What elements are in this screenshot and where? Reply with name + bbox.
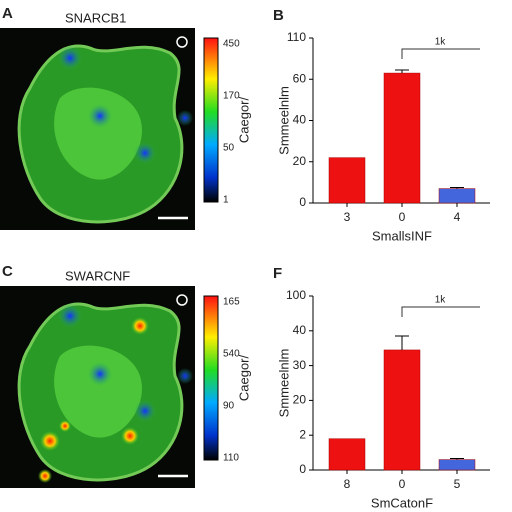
y-tick-label: 40 bbox=[293, 113, 307, 127]
ring bbox=[176, 294, 188, 306]
bar bbox=[328, 438, 366, 471]
significance-label: 1k bbox=[435, 37, 447, 48]
blue-spot bbox=[134, 142, 156, 164]
image-title: SNARCB1 bbox=[65, 10, 126, 25]
cell-inner bbox=[54, 87, 142, 180]
y-tick-label: 20 bbox=[293, 393, 307, 407]
colorbar-label: 50 bbox=[223, 143, 235, 154]
panel-letter: F bbox=[273, 265, 282, 282]
x-tick-label: 3 bbox=[344, 210, 351, 224]
hot-spot bbox=[40, 431, 60, 451]
image-title: SWARCNF bbox=[65, 268, 130, 283]
colorbar-title: Caegor/ bbox=[236, 354, 251, 401]
colorbar bbox=[203, 37, 219, 203]
bar bbox=[383, 349, 421, 471]
blue-spot bbox=[88, 104, 112, 128]
x-tick-label: 8 bbox=[344, 477, 351, 491]
error-bar bbox=[450, 187, 464, 189]
y-axis-label: Smmeelnlm bbox=[276, 349, 291, 418]
blue-spot bbox=[88, 362, 112, 386]
panel-letter: C bbox=[2, 263, 13, 280]
y-tick-label: 0 bbox=[299, 462, 306, 476]
hot-spot bbox=[59, 420, 71, 432]
x-tick-label: 5 bbox=[454, 477, 461, 491]
x-axis-label: SmCatonF bbox=[371, 495, 433, 510]
blue-spot bbox=[177, 110, 193, 126]
blue-spot bbox=[134, 400, 156, 422]
x-tick-label: 0 bbox=[399, 210, 406, 224]
bar bbox=[438, 459, 476, 471]
blue-spot bbox=[58, 304, 82, 328]
colorbar-label: 1 bbox=[223, 195, 229, 206]
error-bar bbox=[395, 335, 409, 350]
y-tick-label: 0 bbox=[299, 195, 306, 209]
y-tick-label: 110 bbox=[287, 30, 306, 44]
colorbar-label: 90 bbox=[223, 401, 235, 412]
hot-spot bbox=[131, 317, 149, 335]
blue-spot bbox=[177, 368, 193, 384]
hot-spot bbox=[38, 469, 52, 483]
micrograph bbox=[0, 28, 195, 230]
significance-label: 1k bbox=[435, 295, 447, 306]
error-bar bbox=[450, 458, 464, 460]
bar bbox=[438, 188, 476, 204]
cell-inner bbox=[54, 345, 142, 438]
y-tick-label: 40 bbox=[293, 323, 307, 337]
micrograph bbox=[0, 286, 195, 488]
y-tick-label: 30 bbox=[293, 358, 307, 372]
x-tick-label: 0 bbox=[399, 477, 406, 491]
colorbar-title: Caegor/ bbox=[236, 96, 251, 143]
bar bbox=[328, 157, 366, 204]
colorbar-label: 110 bbox=[223, 453, 239, 464]
panel-letter: B bbox=[273, 7, 284, 24]
error-bar bbox=[395, 69, 409, 74]
y-tick-label: 60 bbox=[293, 71, 307, 85]
y-tick-label: 2 bbox=[299, 427, 306, 441]
ring bbox=[176, 36, 188, 48]
significance-bracket bbox=[401, 48, 480, 59]
colorbar-label: 450 bbox=[223, 39, 240, 50]
bar bbox=[383, 72, 421, 204]
hot-spot bbox=[121, 427, 139, 445]
y-tick-label: 100 bbox=[286, 288, 306, 302]
colorbar-label: 170 bbox=[223, 91, 240, 102]
colorbar bbox=[203, 295, 219, 461]
blue-spot bbox=[58, 46, 82, 70]
x-tick-label: 4 bbox=[454, 210, 461, 224]
y-tick-label: 20 bbox=[293, 154, 307, 168]
y-axis-label: Smmeelnlm bbox=[276, 86, 291, 155]
colorbar-label: 540 bbox=[223, 349, 240, 360]
x-axis-label: SmallsINF bbox=[372, 228, 432, 243]
significance-bracket bbox=[401, 306, 480, 317]
colorbar-label: 165 bbox=[223, 297, 240, 308]
panel-letter: A bbox=[2, 5, 13, 22]
